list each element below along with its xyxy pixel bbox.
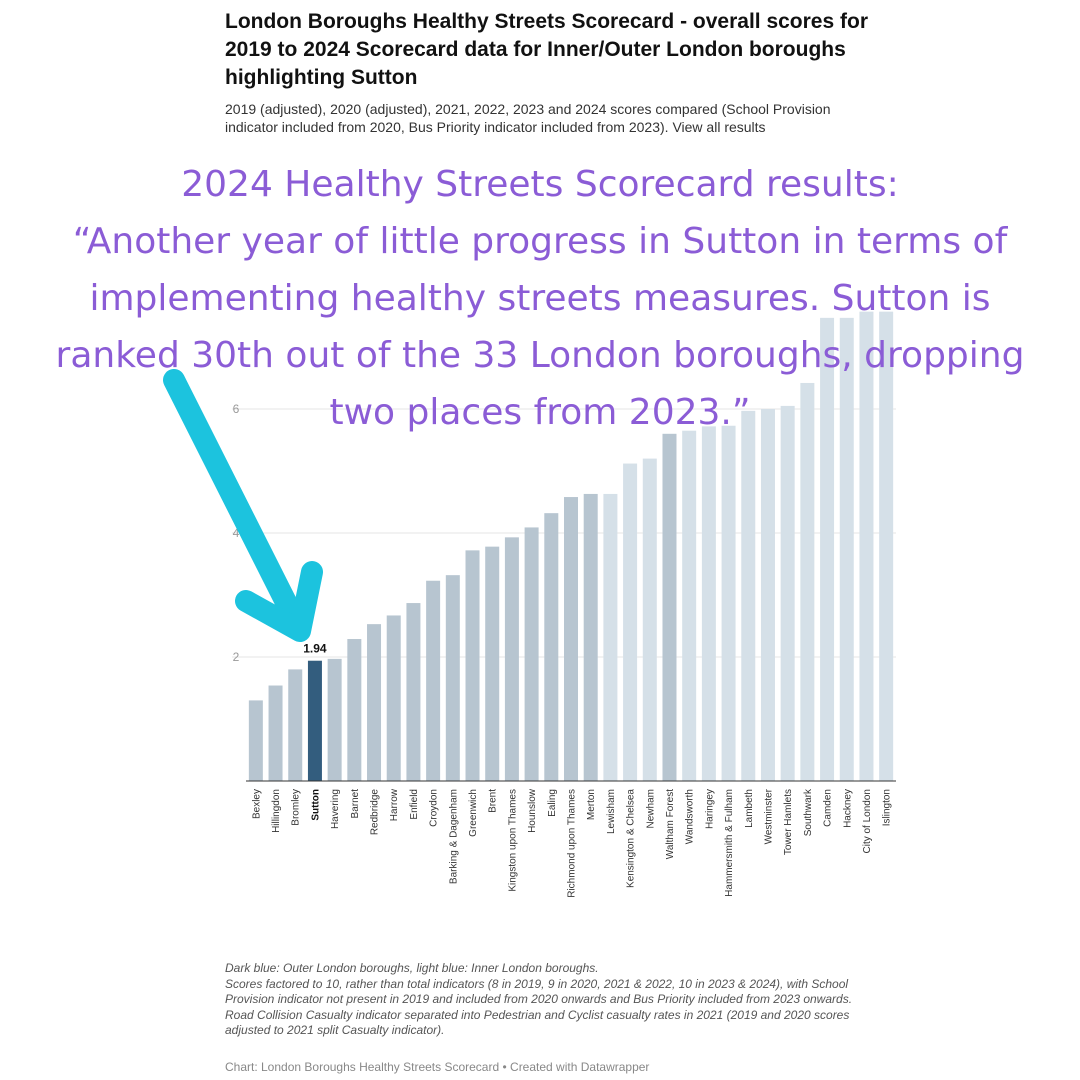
x-tick-label: Kensington & Chelsea [626, 789, 637, 888]
x-tick-label: Ealing [547, 789, 558, 817]
bar-southwark [800, 382, 815, 781]
chart-subtitle: 2019 (adjusted), 2020 (adjusted), 2021, … [225, 101, 831, 135]
x-tick-label: Bromley [291, 789, 302, 826]
bar-richmond-upon-thames [564, 497, 578, 781]
chart-notes: Dark blue: Outer London boroughs, light … [225, 961, 885, 1039]
x-tick-label: Sutton [310, 789, 321, 821]
bar-ealing [544, 513, 559, 781]
note-line: Scores factored to 10, rather than total… [225, 976, 853, 1007]
bar-city-of-london [859, 311, 874, 781]
x-tick-label: Southwark [803, 788, 814, 836]
x-tick-label: Barking & Dagenham [448, 789, 459, 884]
x-tick-label: Wandsworth [685, 789, 696, 844]
note-line: Road Collision Casualty indicator separa… [225, 1007, 850, 1038]
y-tick-label: 2 [233, 650, 240, 664]
bar-haringey [701, 426, 716, 781]
x-tick-label: Bexley [251, 789, 262, 819]
x-tick-label: Camden [823, 789, 834, 827]
bar-bromley [288, 669, 303, 781]
x-tick-label: Haringey [704, 789, 715, 829]
chart-source: Chart: London Boroughs Healthy Streets S… [225, 1060, 650, 1074]
x-tick-label: Hackney [842, 789, 853, 828]
bar-newham [642, 458, 657, 781]
bar-westminster [760, 409, 775, 781]
x-tick-label: Lewisham [606, 789, 617, 834]
x-axis: Bexley Hillingdon Bromley Sutton Havering Bar… [251, 788, 892, 898]
bar-enfield [406, 603, 421, 781]
arrow-down-left-icon [163, 369, 323, 642]
x-tick-label: Tower Hamlets [783, 789, 794, 855]
bar-camden [820, 317, 835, 781]
x-tick-label: Croydon [429, 789, 440, 827]
x-tick-label: Richmond upon Thames [567, 789, 578, 898]
bar-barnet [347, 639, 362, 781]
bar-greenwich [465, 550, 480, 781]
note-line: Dark blue: Outer London boroughs, light … [225, 961, 599, 975]
x-tick-label: Hammersmith & Fulham [724, 789, 735, 897]
x-tick-label: Newham [645, 789, 656, 828]
bar-hammersmith-fulham [721, 425, 736, 781]
chart-title: London Boroughs Healthy Streets Scorecar… [225, 10, 868, 89]
bar-havering [327, 658, 342, 781]
x-tick-label: Waltham Forest [665, 789, 676, 859]
x-tick-label: Brent [488, 789, 499, 813]
x-tick-label: Lambeth [744, 789, 755, 828]
bars: 1.94 [248, 311, 894, 781]
y-tick-label: 4 [233, 526, 240, 540]
bar-hounslow [524, 527, 539, 781]
x-tick-label: Islington [882, 789, 893, 826]
bar-lambeth [741, 410, 756, 781]
y-tick-label: 6 [233, 402, 240, 416]
x-tick-label: Havering [330, 789, 341, 829]
bar-hackney [839, 317, 854, 781]
x-tick-label: Hounslow [527, 788, 538, 833]
bar-kensington-chelsea [623, 463, 638, 781]
bar-brent [485, 546, 500, 781]
x-tick-label: Greenwich [468, 789, 479, 837]
bar-croydon [426, 580, 441, 781]
bar-bexley [248, 700, 263, 781]
bar-tower-hamlets [780, 405, 795, 781]
x-tick-label: Hillingdon [271, 789, 282, 833]
bar-hillingdon [268, 685, 283, 781]
bar-islington [879, 311, 894, 781]
y-axis: 2 4 6 [233, 402, 240, 664]
data-label-sutton: 1.94 [303, 642, 327, 656]
bar-redbridge [367, 624, 382, 781]
bar-waltham-forest [662, 433, 677, 781]
bar-lewisham [603, 493, 618, 781]
bar-sutton [307, 660, 322, 781]
bar-kingston-upon-thames [504, 537, 519, 781]
x-tick-label: Kingston upon Thames [507, 789, 518, 892]
bar-barking-dagenham [445, 575, 460, 781]
x-tick-label: Westminster [763, 788, 774, 844]
x-tick-label: Merton [586, 789, 597, 820]
x-tick-label: Redbridge [370, 789, 381, 836]
x-tick-label: Enfield [409, 789, 420, 820]
x-tick-label: City of London [862, 789, 873, 854]
bar-harrow [386, 615, 401, 781]
bar-wandsworth [682, 430, 697, 781]
x-tick-label: Barnet [350, 789, 361, 819]
bar-merton [583, 493, 598, 781]
x-tick-label: Harrow [389, 788, 400, 821]
